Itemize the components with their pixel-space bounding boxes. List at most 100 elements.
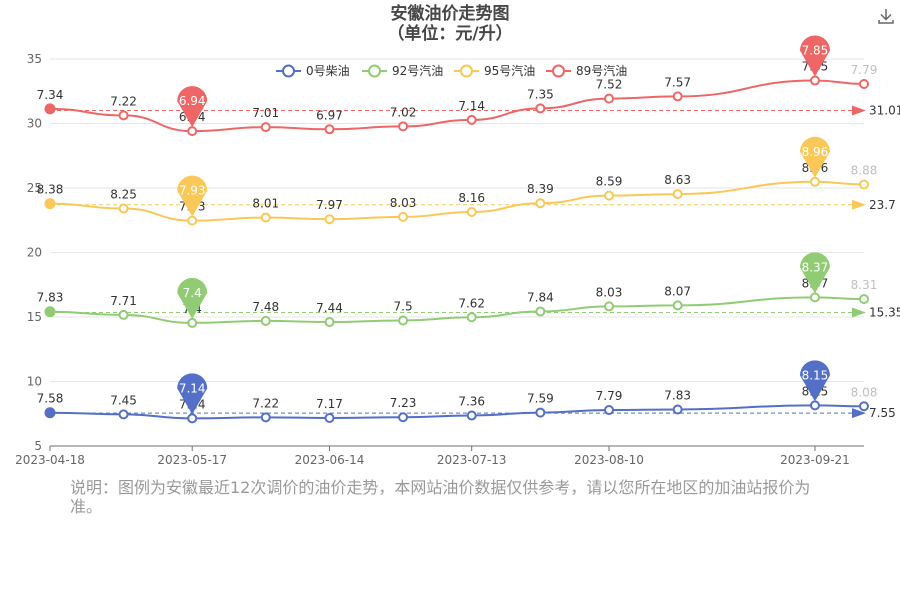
data-point <box>118 409 129 420</box>
grid-layer <box>50 58 864 382</box>
data-label: 7.44 <box>316 301 343 315</box>
data-label: 8.88 <box>851 164 878 178</box>
data-point <box>118 203 129 214</box>
data-label: 7.52 <box>596 78 623 92</box>
data-label: 7.36 <box>458 395 485 409</box>
min-pin <box>177 86 208 128</box>
average-arrow <box>852 307 866 318</box>
data-label: 7.62 <box>458 296 485 310</box>
max-pin-label: 7.85 <box>802 44 829 58</box>
y-tick-label: 25 <box>27 181 42 195</box>
data-point <box>398 315 409 326</box>
average-arrow <box>852 199 866 210</box>
data-label: 7.57 <box>664 75 691 89</box>
data-point <box>118 309 129 320</box>
chart-title-unit: （单位：元/升） <box>387 24 513 44</box>
y-tick-label: 15 <box>27 310 42 324</box>
data-label: 7.22 <box>252 396 279 410</box>
legend-label: 95号汽油 <box>484 63 535 78</box>
data-point <box>398 211 409 222</box>
data-label: 7.14 <box>458 99 485 113</box>
legend-marker <box>460 64 473 78</box>
series-line-0 <box>49 404 865 420</box>
x-tick-label: 2023-08-10 <box>574 453 644 467</box>
legend: 0号柴油 92号汽油 95号汽油 89号汽油 <box>276 63 627 78</box>
data-label: 8.01 <box>252 197 279 211</box>
data-point <box>44 198 56 210</box>
data-point <box>604 190 615 201</box>
y-tick-label: 35 <box>27 52 42 66</box>
legend-label: 92号汽油 <box>392 63 443 78</box>
x-tick-label: 2023-07-13 <box>437 453 507 467</box>
data-point <box>672 300 683 311</box>
max-pin <box>799 136 830 178</box>
data-point <box>535 103 546 114</box>
data-point <box>466 206 477 217</box>
data-label: 7.97 <box>316 198 343 212</box>
data-point <box>44 306 56 318</box>
data-point <box>859 401 869 412</box>
data-label: 8.39 <box>527 182 554 196</box>
y-tick-label: 5 <box>34 439 42 453</box>
data-point <box>604 301 615 312</box>
average-label: 15.35 <box>869 305 900 319</box>
data-point <box>398 412 409 423</box>
max-pin-label: 8.15 <box>802 368 829 382</box>
data-point <box>809 75 820 86</box>
data-label: 8.07 <box>664 284 691 298</box>
chart-title: 安徽油价走势图 （单位：元/升） <box>0 4 900 44</box>
data-point <box>466 114 477 125</box>
max-pin-label: 8.37 <box>802 260 829 274</box>
footnote: 说明：图例为安徽最近12次调价的油价走势，本网站油价数据仅供参考，请以您所在地区… <box>70 478 811 516</box>
chart-title-main: 安徽油价走势图 <box>390 4 510 24</box>
average-label: 23.7 <box>869 198 896 212</box>
data-labels-layer: 7.58 7.45 7.14 7.22 7.17 7.23 7.36 7.59 7.79 7.83… <box>37 60 878 412</box>
data-point <box>187 215 198 226</box>
data-label: 7.83 <box>37 291 64 305</box>
series-layer <box>44 75 869 424</box>
data-label: 7.84 <box>527 290 554 304</box>
y-tick-label: 20 <box>27 246 42 260</box>
min-pin-label: 7.93 <box>179 184 206 198</box>
average-arrow <box>852 105 866 116</box>
average-label: 31.01 <box>869 104 900 118</box>
data-point <box>260 212 271 223</box>
data-label: 7.59 <box>527 392 554 406</box>
min-pin <box>177 175 208 217</box>
data-label: 8.31 <box>851 278 878 292</box>
data-point <box>324 413 335 424</box>
download-icon[interactable] <box>876 6 896 26</box>
series-line-3 <box>49 79 865 133</box>
data-label: 7.79 <box>596 389 623 403</box>
data-label: 6.97 <box>316 108 343 122</box>
data-point <box>859 79 869 90</box>
max-pin-label: 8.96 <box>802 145 829 159</box>
data-point <box>859 179 869 190</box>
average-label: 7.55 <box>869 406 896 420</box>
data-label: 8.25 <box>110 188 137 202</box>
min-pin <box>177 373 208 415</box>
data-point <box>859 294 869 305</box>
data-label: 7.83 <box>664 388 691 402</box>
legend-marker <box>282 64 295 78</box>
data-label: 8.03 <box>596 285 623 299</box>
x-tick-label: 2023-04-18 <box>15 453 85 467</box>
data-label: 7.22 <box>110 94 137 108</box>
data-point <box>672 404 683 415</box>
data-label: 7.45 <box>110 393 137 407</box>
y-tick-label: 10 <box>27 375 42 389</box>
data-label: 8.16 <box>458 191 485 205</box>
max-pin <box>799 35 830 77</box>
data-point <box>809 400 820 411</box>
x-tick-label: 2023-05-17 <box>157 453 227 467</box>
data-label: 7.79 <box>851 63 878 77</box>
legend-label: 0号柴油 <box>306 64 350 78</box>
data-point <box>118 110 129 121</box>
data-label: 8.59 <box>596 175 623 189</box>
y-tick-label: 30 <box>27 117 42 131</box>
data-label: 7.5 <box>394 299 413 313</box>
data-point <box>604 93 615 104</box>
data-point <box>398 121 409 132</box>
data-point <box>809 292 820 303</box>
data-point <box>187 317 198 328</box>
